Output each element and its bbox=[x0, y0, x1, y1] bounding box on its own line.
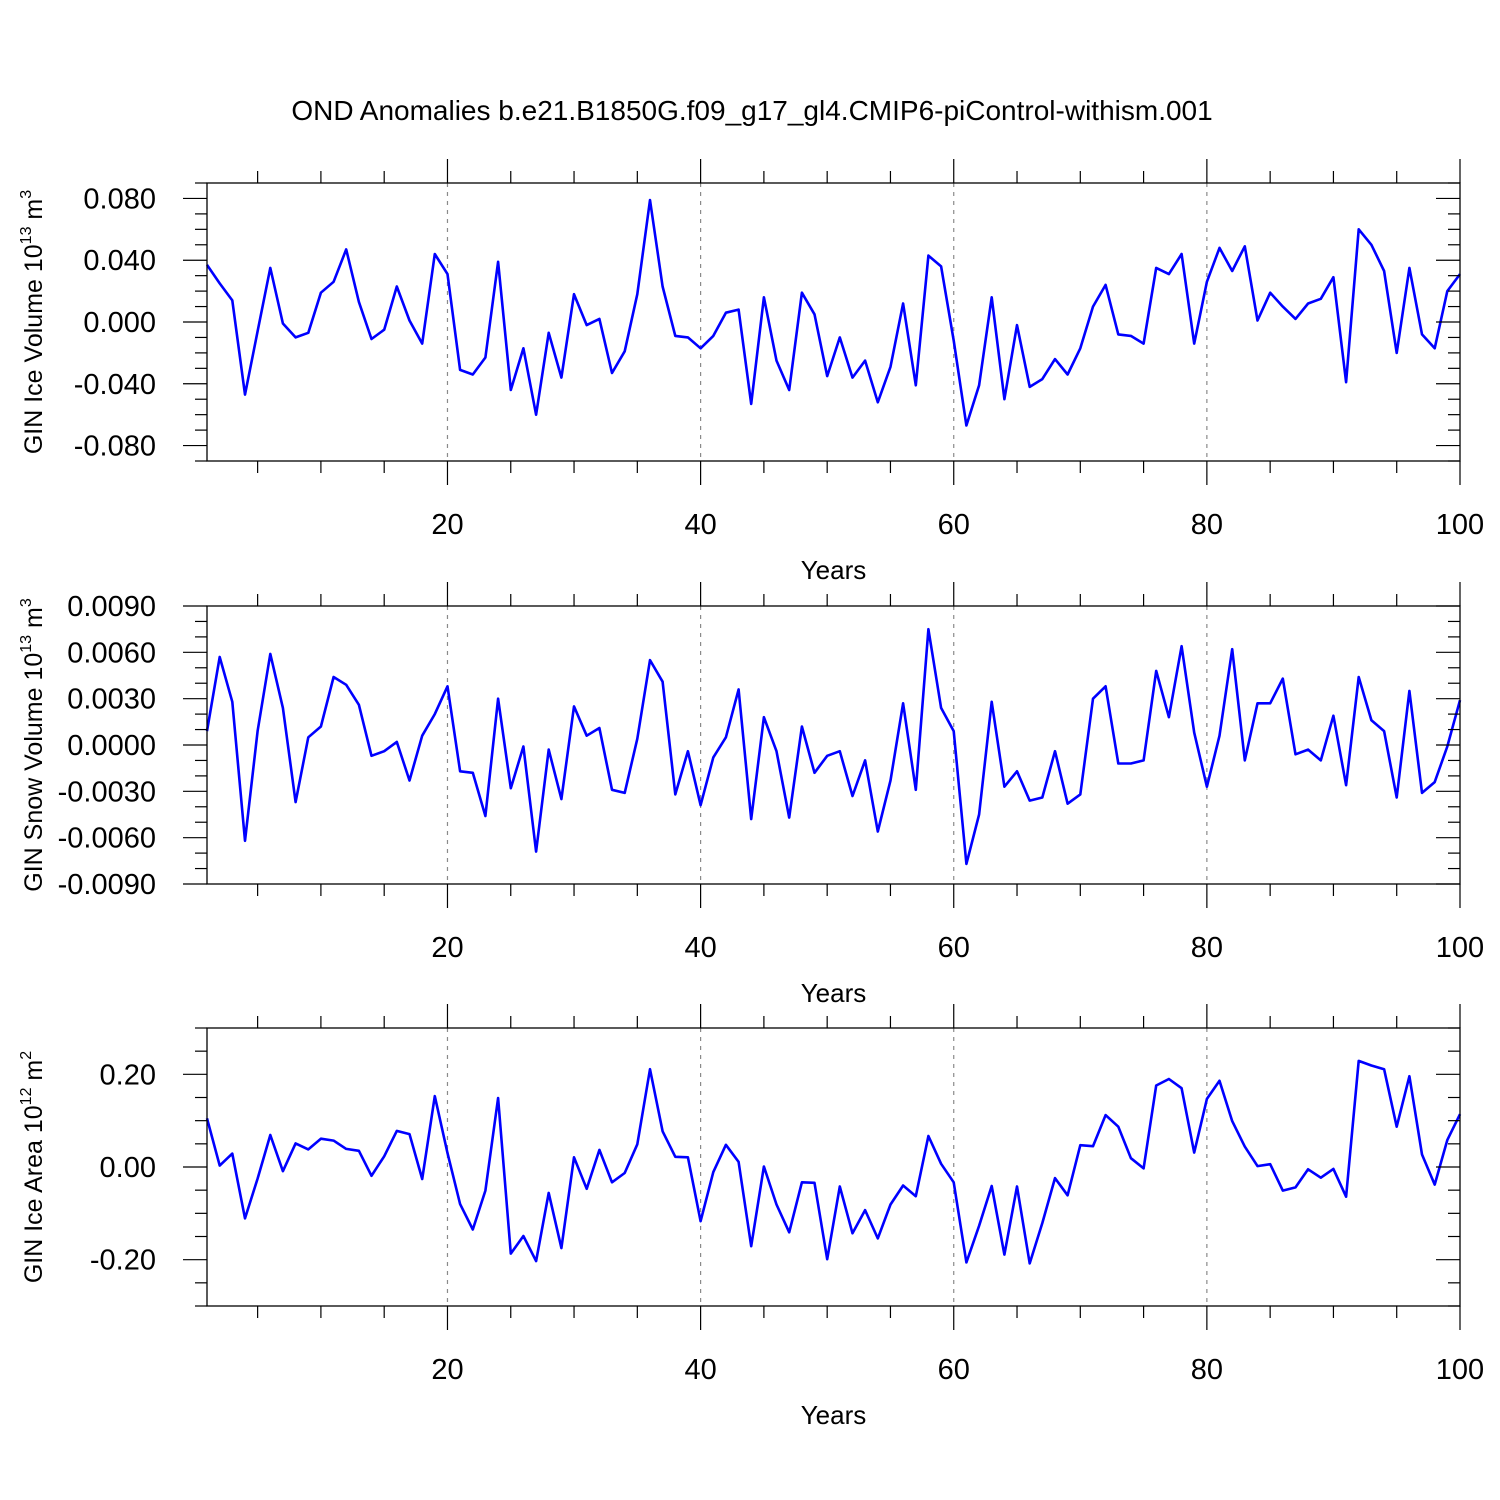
y-tick-label: 0.00 bbox=[100, 1152, 156, 1184]
y-tick-label: -0.0090 bbox=[58, 869, 156, 901]
y-axis-label-superscript: 3 bbox=[18, 598, 35, 607]
x-tick-label: 60 bbox=[938, 1354, 970, 1386]
y-tick-label: -0.080 bbox=[74, 431, 156, 463]
y-tick-label: 0.0000 bbox=[67, 730, 156, 762]
x-tick-label: 100 bbox=[1436, 1354, 1484, 1386]
y-axis-label: GIN Ice Area 1012 m2 bbox=[18, 1051, 48, 1283]
y-axis-label-part: m bbox=[20, 1060, 48, 1088]
panels: -0.080 -0.040 0.000 0.040 0.080 20 40 60 80 100 Ye… bbox=[18, 159, 1484, 1430]
x-tick-label: 20 bbox=[431, 1354, 463, 1386]
x-axis-label: Years bbox=[801, 978, 867, 1008]
y-axis-label-superscript: 3 bbox=[18, 190, 35, 199]
y-axis-label-part: GIN Ice Area 10 bbox=[20, 1105, 48, 1283]
y-axis-label-superscript: 2 bbox=[18, 1051, 35, 1060]
x-tick-label: 60 bbox=[938, 932, 970, 964]
series-line bbox=[205, 1059, 1462, 1265]
y-axis-label-superscript: 13 bbox=[18, 635, 35, 653]
y-tick-label: 0.0090 bbox=[67, 591, 156, 623]
y-tick-label: 0.0060 bbox=[67, 637, 156, 669]
panel-1: -0.080 -0.040 0.000 0.040 0.080 20 40 60 80 100 Ye… bbox=[18, 159, 1484, 585]
y-axis-label-part: GIN Ice Volume 10 bbox=[20, 244, 48, 454]
x-tick-label: 40 bbox=[684, 932, 716, 964]
plot-frame bbox=[206, 605, 1461, 885]
y-axis-label: GIN Snow Volume 1013 m3 bbox=[18, 598, 48, 892]
y-tick-label: 0.040 bbox=[83, 245, 156, 277]
x-tick-label: 80 bbox=[1191, 1354, 1223, 1386]
y-tick-label: -0.040 bbox=[74, 369, 156, 401]
y-tick-label: -0.0030 bbox=[58, 776, 156, 808]
panel-3: -0.20 0.00 0.20 20 40 60 80 100 Years GIN Ice Are… bbox=[18, 1004, 1484, 1430]
x-tick-label: 80 bbox=[1191, 509, 1223, 541]
y-tick-label: -0.20 bbox=[90, 1245, 156, 1277]
y-tick-label: 0.080 bbox=[83, 183, 156, 215]
x-tick-label: 100 bbox=[1436, 509, 1484, 541]
y-axis-label-part: m bbox=[20, 607, 48, 635]
y-axis-label-part: m bbox=[20, 199, 48, 227]
y-tick-label: -0.0060 bbox=[58, 823, 156, 855]
series-line bbox=[205, 198, 1462, 427]
plot-frame bbox=[206, 182, 1461, 462]
x-tick-label: 100 bbox=[1436, 932, 1484, 964]
x-axis-label: Years bbox=[801, 1400, 867, 1430]
y-tick-label: 0.20 bbox=[100, 1059, 156, 1091]
x-tick-label: 20 bbox=[431, 509, 463, 541]
y-axis-label: GIN Ice Volume 1013 m3 bbox=[18, 190, 48, 454]
y-axis-label-superscript: 13 bbox=[18, 226, 35, 244]
y-tick-label: 0.000 bbox=[83, 307, 156, 339]
y-axis-label-part: GIN Snow Volume 10 bbox=[20, 653, 48, 892]
x-tick-label: 20 bbox=[431, 932, 463, 964]
y-axis-label-superscript: 12 bbox=[18, 1087, 35, 1105]
x-tick-label: 60 bbox=[938, 509, 970, 541]
series-line bbox=[205, 627, 1462, 866]
chart-title: OND Anomalies b.e21.B1850G.f09_g17_gl4.C… bbox=[291, 95, 1212, 126]
panel-2: -0.0090 -0.0060 -0.0030 0.0000 0.0030 0.0060 0… bbox=[18, 582, 1484, 1008]
y-tick-label: 0.0030 bbox=[67, 684, 156, 716]
x-axis-label: Years bbox=[801, 555, 867, 585]
x-tick-label: 40 bbox=[684, 509, 716, 541]
x-tick-label: 40 bbox=[684, 1354, 716, 1386]
x-tick-label: 80 bbox=[1191, 932, 1223, 964]
